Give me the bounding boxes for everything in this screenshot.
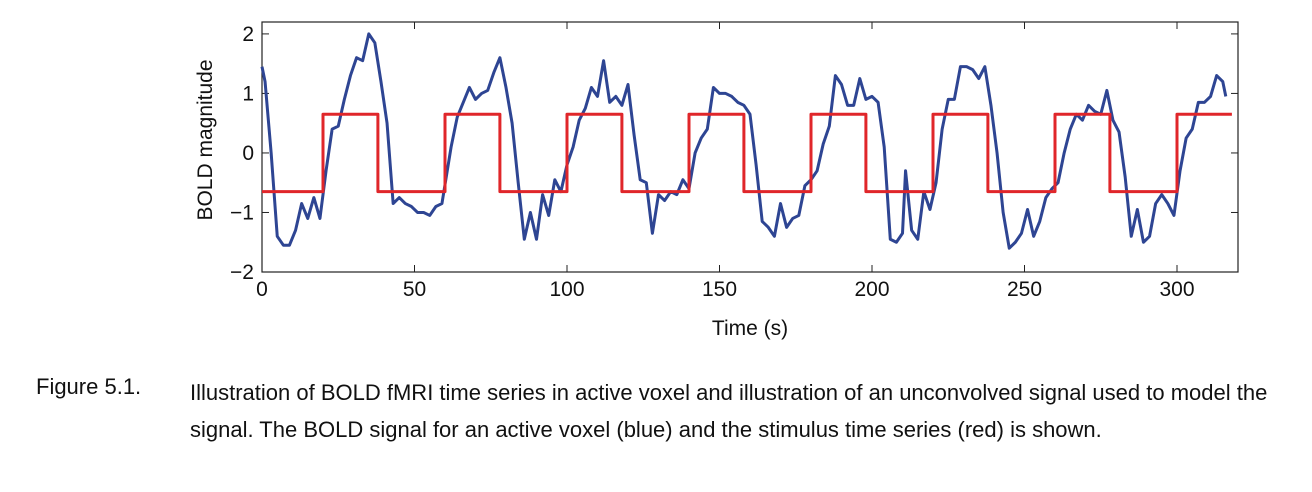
y-tick-label: 2 [242, 23, 254, 46]
figure-caption: Illustration of BOLD fMRI time series in… [190, 380, 1268, 442]
y-tick-label: 1 [242, 82, 254, 105]
figure-label: Figure 5.1. [36, 374, 142, 399]
x-tick-label: 200 [854, 278, 889, 301]
y-axis-label: BOLD magnitude [194, 59, 217, 220]
series-line [262, 112, 1232, 194]
x-tick-label: 50 [403, 278, 426, 301]
x-axis-label: Time (s) [712, 317, 788, 340]
x-tick-label: 0 [256, 278, 268, 301]
x-tick-label: 100 [549, 278, 584, 301]
x-tick-label: 250 [1007, 278, 1042, 301]
y-tick-label: −1 [230, 201, 254, 224]
y-tick-label: 0 [242, 142, 254, 165]
x-tick-label: 300 [1159, 278, 1194, 301]
plot-frame [261, 21, 1239, 273]
chart: Time (s) BOLD magnitude 0 50 100 150 200 250 3… [194, 21, 1239, 340]
y-tick-label: −2 [230, 261, 254, 284]
series-line [260, 32, 1228, 250]
x-tick-label: 150 [702, 278, 737, 301]
